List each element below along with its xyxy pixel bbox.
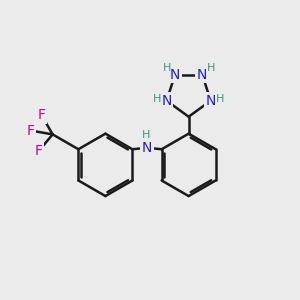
Text: H: H: [216, 94, 224, 104]
Text: N: N: [170, 68, 180, 82]
Text: H: H: [142, 130, 151, 140]
Text: F: F: [38, 108, 46, 122]
Text: H: H: [163, 63, 171, 73]
Text: F: F: [34, 145, 42, 158]
Text: N: N: [161, 94, 172, 108]
Text: H: H: [206, 63, 215, 73]
Text: F: F: [27, 124, 35, 137]
Text: N: N: [206, 94, 216, 108]
Text: N: N: [197, 68, 208, 82]
Text: H: H: [153, 94, 161, 104]
Text: N: N: [142, 141, 152, 155]
